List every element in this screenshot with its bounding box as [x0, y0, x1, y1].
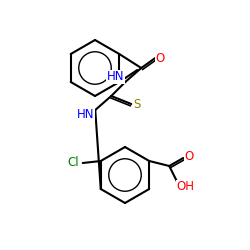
Text: OH: OH — [176, 180, 194, 194]
Text: HN: HN — [106, 70, 124, 84]
Text: S: S — [134, 98, 141, 110]
Text: Cl: Cl — [67, 156, 78, 170]
Text: HN: HN — [76, 108, 94, 122]
Text: O: O — [156, 52, 165, 64]
Text: O: O — [184, 150, 194, 162]
